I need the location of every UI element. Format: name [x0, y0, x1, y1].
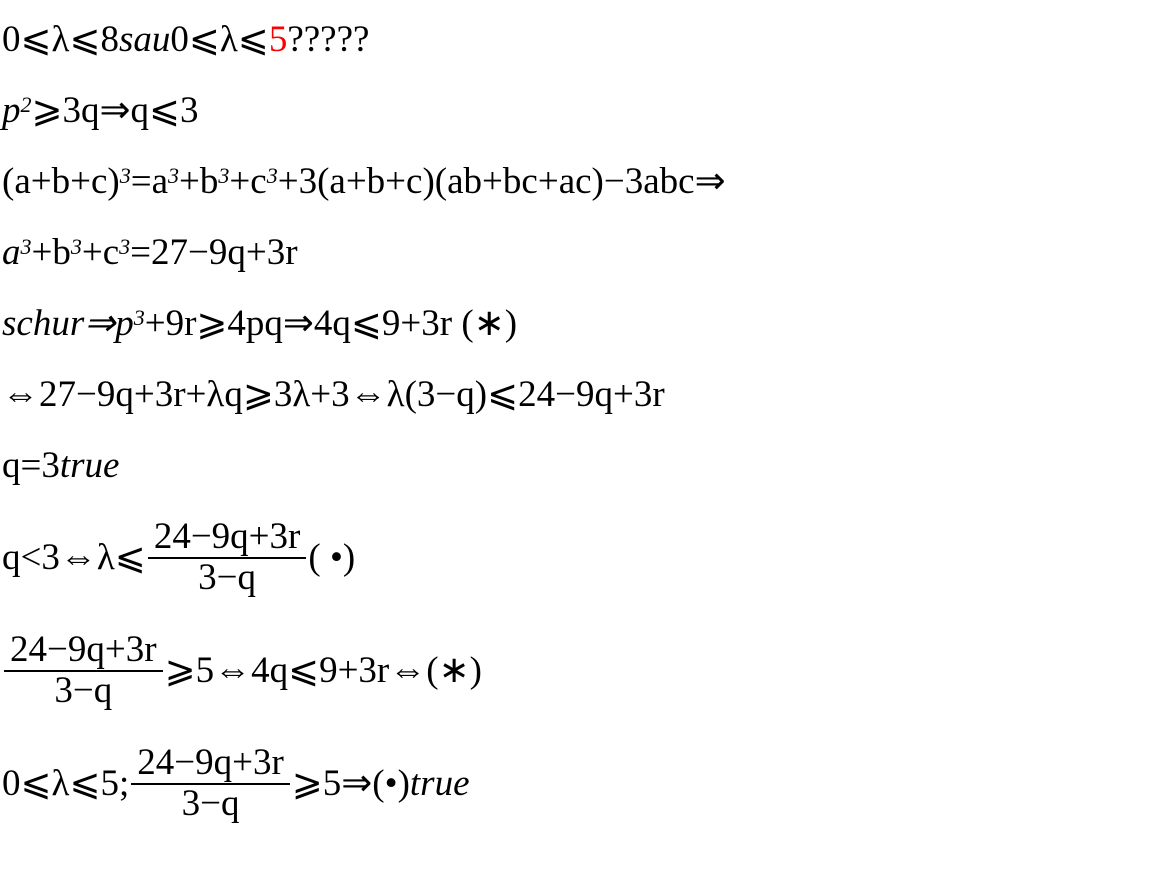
- l8-b: ( •): [308, 539, 355, 576]
- l7-b: true: [60, 447, 120, 484]
- l5-b: +9r⩾4pq⇒4q⩽9+3r (∗): [145, 305, 517, 342]
- l10-num: 24−9q+3r: [131, 744, 290, 785]
- l9-a: ⩾5⇔4q⩽9+3r⇔(∗): [165, 652, 482, 689]
- l9-frac: 24−9q+3r 3−q: [4, 631, 163, 711]
- l3-c: +b: [179, 163, 218, 200]
- l7-a: q=3: [2, 447, 60, 484]
- l4-asup: 3: [21, 236, 32, 258]
- l3-a: (a+b+c): [2, 163, 120, 200]
- l10-a: 0⩽λ⩽5;: [2, 765, 129, 802]
- l10-frac: 24−9q+3r 3−q: [131, 744, 290, 824]
- line-10: 0⩽λ⩽5; 24−9q+3r 3−q ⩾5⇒(•) true: [2, 727, 1158, 840]
- l1-b: sau: [119, 21, 170, 58]
- l2-a: p: [2, 92, 21, 129]
- line-8: q<3⇔λ⩽ 24−9q+3r 3−q ( •): [2, 501, 1158, 614]
- line-1: 0⩽λ⩽8 sau 0⩽λ⩽ 5 ?????: [2, 4, 1158, 75]
- l10-den: 3−q: [176, 785, 246, 824]
- l4-d: =27−9q+3r: [130, 234, 297, 271]
- l2-asup: 2: [21, 94, 32, 116]
- l3-b: =a: [131, 163, 168, 200]
- line-7: q=3 true: [2, 430, 1158, 501]
- l1-c: 0⩽λ⩽: [170, 21, 268, 58]
- l5-a: schur⇒p: [2, 305, 134, 342]
- line-6: ⇔27−9q+3r+λq⩾3λ+3⇔λ(3−q)⩽24−9q+3r: [2, 359, 1158, 430]
- line-9: 24−9q+3r 3−q ⩾5⇔4q⩽9+3r⇔(∗): [2, 614, 1158, 727]
- l8-frac: 24−9q+3r 3−q: [148, 518, 307, 598]
- l3-csup: 3: [218, 165, 229, 187]
- l3-d: +c: [229, 163, 266, 200]
- l6-a: ⇔27−9q+3r+λq⩾3λ+3⇔λ(3−q)⩽24−9q+3r: [2, 376, 665, 413]
- l4-a: a: [2, 234, 21, 271]
- line-2: p2 ⩾3q⇒q⩽3: [2, 75, 1158, 146]
- line-5: schur⇒p3 +9r⩾4pq⇒4q⩽9+3r (∗): [2, 288, 1158, 359]
- math-page: 0⩽λ⩽8 sau 0⩽λ⩽ 5 ????? p2 ⩾3q⇒q⩽3 (a+b+c…: [0, 0, 1160, 840]
- l1-d: 5: [269, 21, 288, 58]
- line-4: a3 +b3 +c3 =27−9q+3r: [2, 217, 1158, 288]
- l3-bsup: 3: [168, 165, 179, 187]
- l5-asup: 3: [134, 307, 145, 329]
- l10-b: ⩾5⇒(•): [292, 765, 410, 802]
- l1-a: 0⩽λ⩽8: [2, 21, 119, 58]
- l10-c: true: [410, 765, 470, 802]
- l2-b: ⩾3q⇒q⩽3: [32, 92, 199, 129]
- l9-num: 24−9q+3r: [4, 631, 163, 672]
- l8-num: 24−9q+3r: [148, 518, 307, 559]
- l4-bsup: 3: [71, 236, 82, 258]
- l4-csup: 3: [119, 236, 130, 258]
- l8-den: 3−q: [192, 559, 262, 598]
- l4-c: +c: [82, 234, 119, 271]
- l4-b: +b: [32, 234, 71, 271]
- l3-e: +3(a+b+c)(ab+bc+ac)−3abc⇒: [278, 163, 726, 200]
- l9-den: 3−q: [48, 672, 118, 711]
- line-3: (a+b+c)3 =a3 +b3 +c3 +3(a+b+c)(ab+bc+ac)…: [2, 146, 1158, 217]
- l8-a: q<3⇔λ⩽: [2, 539, 146, 576]
- l1-e: ?????: [287, 21, 369, 58]
- l3-dsup: 3: [267, 165, 278, 187]
- l3-asup: 3: [120, 165, 131, 187]
